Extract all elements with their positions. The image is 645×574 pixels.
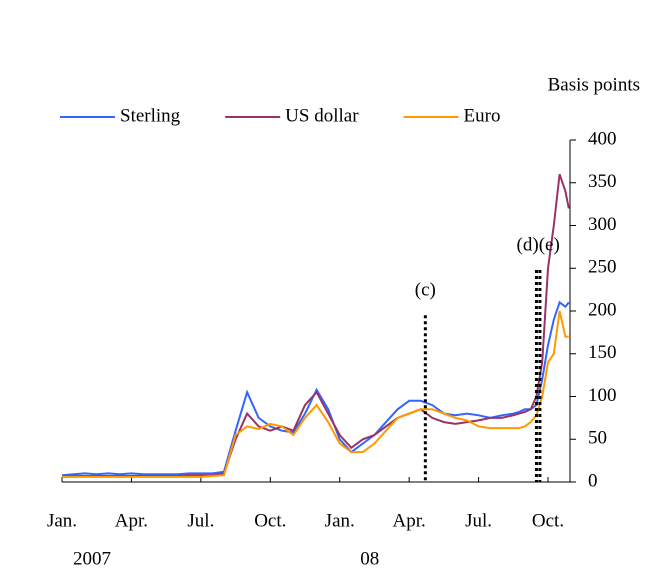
y-tick-label: 200 — [588, 299, 617, 320]
legend-label: US dollar — [285, 105, 359, 126]
y-tick-label: 0 — [588, 470, 598, 491]
y-tick-label: 250 — [588, 257, 617, 278]
y-tick-label: 150 — [588, 342, 617, 363]
x-tick-label: Jan. — [325, 510, 355, 531]
x-tick-label: Jan. — [47, 510, 77, 531]
x-tick-label: Jul. — [465, 510, 492, 531]
y-tick-label: 400 — [588, 128, 617, 149]
series-line — [61, 173, 570, 478]
year-label: 08 — [360, 548, 379, 569]
legend-label: Sterling — [120, 105, 181, 126]
series-line — [61, 300, 570, 477]
x-tick-label: Apr. — [393, 510, 426, 531]
annotation-label: (c) — [415, 280, 436, 301]
legend-label: Euro — [464, 105, 501, 126]
x-tick-label: Jul. — [187, 510, 214, 531]
x-tick-label: Apr. — [115, 510, 148, 531]
y-tick-label: 50 — [588, 428, 607, 449]
y-tick-label: 300 — [588, 214, 617, 235]
x-tick-label: Oct. — [532, 510, 564, 531]
y-tick-label: 100 — [588, 385, 617, 406]
series-line — [62, 310, 569, 478]
annotation-label: (d)(e) — [517, 234, 560, 255]
x-tick-label: Oct. — [254, 510, 286, 531]
year-label: 2007 — [73, 548, 111, 569]
y-tick-label: 350 — [588, 171, 617, 192]
y-axis-label: Basis points — [548, 74, 640, 95]
